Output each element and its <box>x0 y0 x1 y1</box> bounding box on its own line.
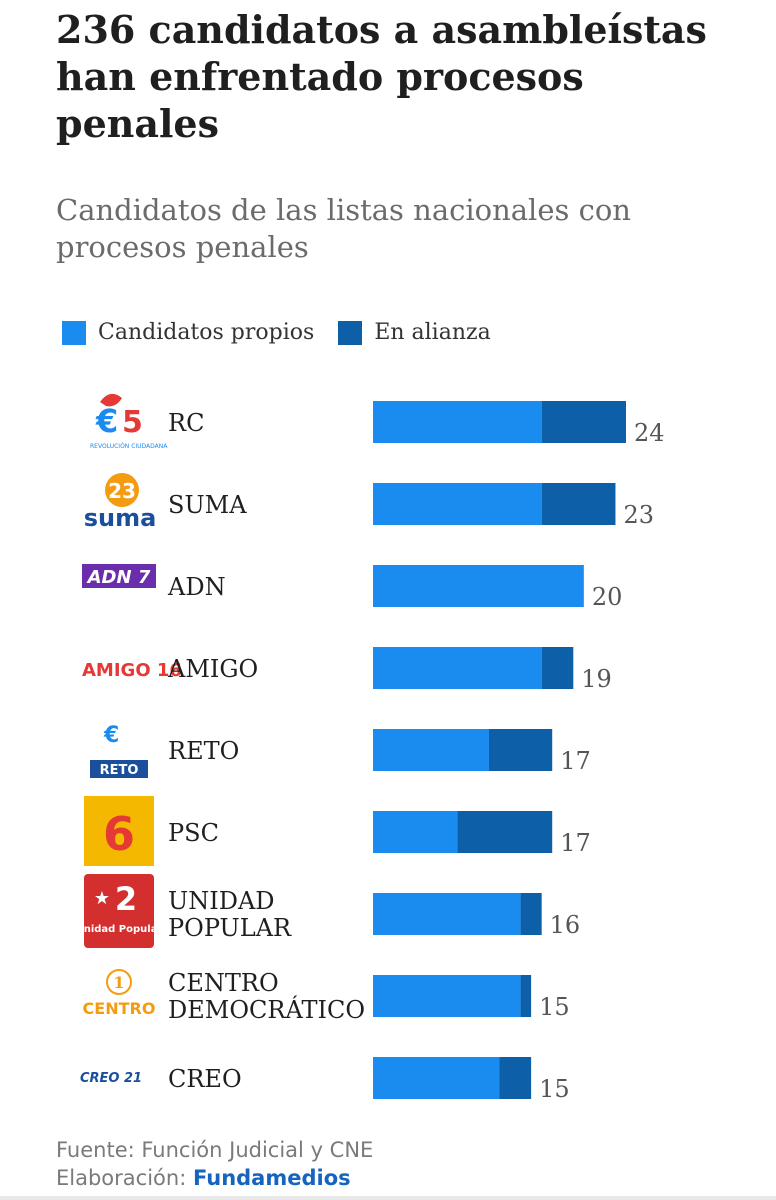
category-label: UNIDAD <box>168 887 275 915</box>
bottom-divider <box>0 1196 776 1200</box>
category-label: PSC <box>168 819 219 847</box>
category-label: RC <box>168 409 204 437</box>
psc-logo-number: 6 <box>103 807 135 861</box>
revolucion-ciudadana-logo-caption: REVOLUCIÓN CIUDADANA <box>90 443 168 450</box>
suma-logo-number: 23 <box>108 479 136 503</box>
unidad-popular-logo-number: 2 <box>115 880 137 918</box>
legend-item-propios: Candidatos propios <box>62 320 314 345</box>
revolucion-ciudadana-logo-flame <box>100 393 122 407</box>
bar-propios <box>373 729 489 771</box>
centro-democratico-logo-caption: CENTRO <box>83 999 156 1018</box>
adn-logo: ADN 7 <box>82 564 156 588</box>
legend-swatch-alianza <box>338 320 363 345</box>
chart-title: 236 candidatos a asambleístas han enfren… <box>56 7 707 146</box>
unidad-popular-logo: 2★ Unidad Popular <box>76 874 163 948</box>
credit-prefix: Elaboración: <box>56 1166 187 1190</box>
suma-logo-wordmark: suma <box>84 504 157 532</box>
value-label: 24 <box>634 419 665 447</box>
psc-logo: 6 <box>84 796 154 866</box>
row-creo: CREO 21 CREO 15 <box>80 1057 570 1103</box>
reto-logo-text: RETO <box>100 763 139 778</box>
revolucion-ciudadana-logo-number: 5 <box>122 405 143 440</box>
row-reto: € RETO RETO 17 <box>90 723 591 778</box>
bar-propios <box>373 401 542 443</box>
unidad-popular-logo-square <box>84 874 154 948</box>
category-label: SUMA <box>168 491 247 519</box>
bar-alianza <box>520 893 542 935</box>
value-label: 20 <box>592 583 623 611</box>
psc-logo-square <box>84 796 154 866</box>
value-label: 16 <box>550 911 581 939</box>
bar-alianza <box>457 811 553 853</box>
chart-subtitle: Candidatos de las listas nacionales con … <box>56 193 631 264</box>
source-note: Fuente: Función Judicial y CNE <box>56 1138 374 1162</box>
legend-label-alianza: En alianza <box>374 320 491 345</box>
legend-swatch-propios <box>62 320 86 345</box>
centro-democratico-logo-circle <box>106 969 132 995</box>
bar-alianza <box>541 401 626 443</box>
value-label: 15 <box>539 993 570 1021</box>
revolucion-ciudadana-logo: €5 REVOLUCIÓN CIUDADANA <box>90 393 168 450</box>
value-label: 23 <box>623 501 654 529</box>
bar-alianza <box>541 647 574 689</box>
adn-logo-text: ADN 7 <box>86 567 151 588</box>
bar-propios <box>373 1057 500 1099</box>
category-label: AMIGO <box>167 655 258 683</box>
category-label: POPULAR <box>168 914 292 942</box>
creo-logo-text: CREO 21 <box>80 1071 142 1086</box>
amigo-logo-text: AMIGO 16 <box>82 660 182 681</box>
bar-alianza <box>499 1057 532 1099</box>
reto-logo-badge <box>90 760 148 778</box>
amigo-logo: AMIGO 16 <box>82 660 182 681</box>
bar-propios <box>373 647 542 689</box>
legend-item-alianza: En alianza <box>338 320 491 345</box>
unidad-popular-logo-caption: Unidad Popular <box>76 924 163 935</box>
bar-propios <box>373 811 458 853</box>
legend: Candidatos propios En alianza <box>62 320 515 345</box>
footer: Fuente: Función Judicial y CNE Elaboraci… <box>56 1136 373 1192</box>
value-label: 15 <box>539 1075 570 1103</box>
credit-brand: Fundamedios <box>192 1166 351 1190</box>
legend-label-propios: Candidatos propios <box>98 320 315 345</box>
bar-propios <box>373 483 542 525</box>
bar-propios <box>373 565 584 607</box>
row-adn: ADN 7 ADN 20 <box>82 564 622 611</box>
bar-alianza <box>541 483 616 525</box>
reto-logo-mark: € <box>103 723 119 748</box>
category-label: DEMOCRÁTICO <box>168 995 365 1024</box>
category-label: CREO <box>168 1065 242 1093</box>
category-label: CENTRO <box>168 969 279 997</box>
value-label: 17 <box>560 829 591 857</box>
category-label: RETO <box>168 737 239 765</box>
bar-alianza <box>520 975 532 1017</box>
centro-democratico-logo: 1 CENTRO <box>83 969 156 1018</box>
revolucion-ciudadana-logo-mark: € <box>95 402 118 440</box>
suma-logo-circle <box>105 473 139 507</box>
value-label: 17 <box>560 747 591 775</box>
bar-propios <box>373 975 521 1017</box>
row-psc: 6 PSC 17 <box>84 796 591 866</box>
centro-democratico-logo-number: 1 <box>113 973 124 992</box>
bar-alianza <box>488 729 553 771</box>
adn-logo-badge <box>82 564 156 588</box>
reto-logo: € RETO <box>90 723 148 778</box>
value-label: 19 <box>581 665 612 693</box>
bar-propios <box>373 893 521 935</box>
credit-note: Elaboración: Fundamedios <box>56 1164 373 1192</box>
unidad-popular-logo-star: ★ <box>94 888 110 909</box>
category-label: ADN <box>167 573 226 601</box>
creo-logo: CREO 21 <box>80 1071 142 1086</box>
